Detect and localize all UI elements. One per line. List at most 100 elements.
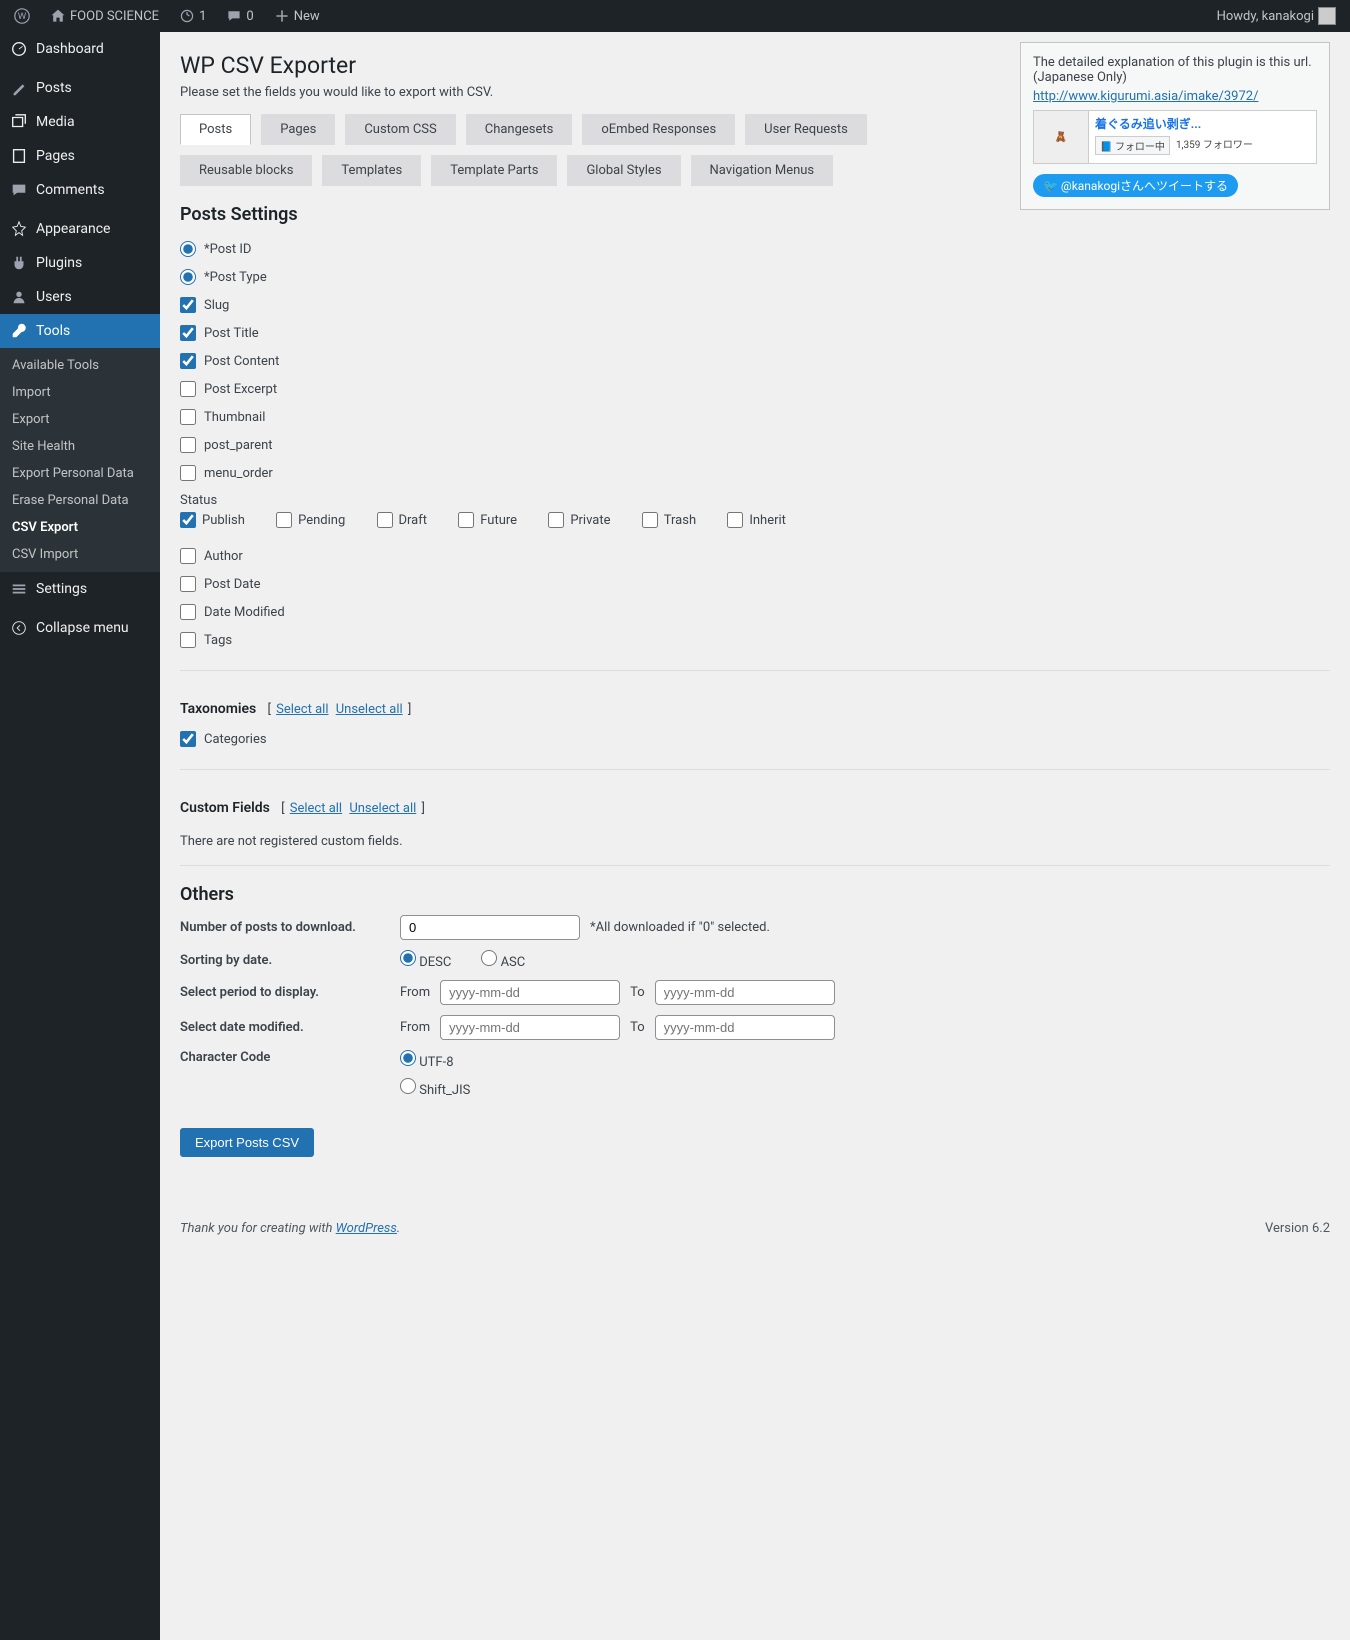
title-check[interactable] xyxy=(180,325,196,341)
tax-actions: [ Select all Unselect all ] xyxy=(267,702,411,717)
footer-wp-link[interactable]: WordPress xyxy=(336,1221,397,1236)
kigurumi-link[interactable]: 着ぐるみ追い剥ぎ... xyxy=(1095,117,1201,131)
updates-count: 1 xyxy=(199,9,206,24)
tweet-button[interactable]: 🐦 @kanakogiさんへツイートする xyxy=(1033,174,1238,197)
field-post-id[interactable]: *Post ID xyxy=(180,235,1330,263)
status-private[interactable]: Private xyxy=(548,512,610,528)
menu-plugins[interactable]: Plugins xyxy=(0,246,160,280)
modified-from-input[interactable] xyxy=(440,1015,620,1040)
field-post-type[interactable]: *Post Type xyxy=(180,263,1330,291)
tab-global-styles[interactable]: Global Styles xyxy=(567,155,680,186)
comments-link[interactable]: 0 xyxy=(220,8,259,24)
others-heading: Others xyxy=(180,884,1330,905)
tab-posts[interactable]: Posts xyxy=(180,114,251,145)
sort-desc[interactable]: DESC xyxy=(400,950,451,970)
menu-users[interactable]: Users xyxy=(0,280,160,314)
tab-changesets[interactable]: Changesets xyxy=(466,114,573,145)
status-publish[interactable]: Publish xyxy=(180,512,245,528)
cf-select-all[interactable]: Select all xyxy=(290,801,342,816)
menu-label: Tools xyxy=(36,323,70,339)
tax-categories[interactable]: Categories xyxy=(180,725,1330,753)
menu-media[interactable]: Media xyxy=(0,105,160,139)
menu-tools[interactable]: Tools xyxy=(0,314,160,348)
charcode-sjis[interactable]: Shift_JIS xyxy=(400,1078,470,1098)
field-content[interactable]: Post Content xyxy=(180,347,1330,375)
postid-radio[interactable] xyxy=(180,241,196,257)
menu-settings[interactable]: Settings xyxy=(0,572,160,606)
new-link[interactable]: New xyxy=(268,8,326,24)
tab-oembed[interactable]: oEmbed Responses xyxy=(582,114,735,145)
sub-export-personal[interactable]: Export Personal Data xyxy=(0,460,160,487)
menuorder-check[interactable] xyxy=(180,465,196,481)
slug-check[interactable] xyxy=(180,297,196,313)
tab-nav-menus[interactable]: Navigation Menus xyxy=(691,155,834,186)
updates-link[interactable]: 1 xyxy=(173,8,212,24)
parent-check[interactable] xyxy=(180,437,196,453)
status-label: Status xyxy=(180,493,1330,508)
num-input[interactable] xyxy=(400,915,580,940)
field-tags[interactable]: Tags xyxy=(180,626,1330,654)
charcode-utf8[interactable]: UTF-8 xyxy=(400,1050,454,1070)
tab-template-parts[interactable]: Template Parts xyxy=(431,155,557,186)
status-draft[interactable]: Draft xyxy=(377,512,428,528)
status-future[interactable]: Future xyxy=(458,512,517,528)
cf-unselect-all[interactable]: Unselect all xyxy=(349,801,416,816)
menu-label: Comments xyxy=(36,182,105,198)
site-link[interactable]: FOOD SCIENCE xyxy=(44,8,165,24)
tab-custom-css[interactable]: Custom CSS xyxy=(345,114,455,145)
field-date[interactable]: Post Date xyxy=(180,570,1330,598)
field-excerpt[interactable]: Post Excerpt xyxy=(180,375,1330,403)
sub-site-health[interactable]: Site Health xyxy=(0,433,160,460)
excerpt-check[interactable] xyxy=(180,381,196,397)
menu-appearance[interactable]: Appearance xyxy=(0,212,160,246)
menu-pages[interactable]: Pages xyxy=(0,139,160,173)
content-check[interactable] xyxy=(180,353,196,369)
menu-collapse[interactable]: Collapse menu xyxy=(0,611,160,645)
tab-pages[interactable]: Pages xyxy=(261,114,335,145)
status-row: Publish Pending Draft Future Private Tra… xyxy=(180,512,1330,532)
status-pending[interactable]: Pending xyxy=(276,512,345,528)
field-menu-order[interactable]: menu_order xyxy=(180,459,1330,487)
tax-select-all[interactable]: Select all xyxy=(276,702,328,717)
tab-reusable-blocks[interactable]: Reusable blocks xyxy=(180,155,312,186)
sub-csv-import[interactable]: CSV Import xyxy=(0,541,160,568)
status-inherit[interactable]: Inherit xyxy=(727,512,786,528)
howdy-text: Howdy, kanakogi xyxy=(1217,9,1314,24)
sub-erase-personal[interactable]: Erase Personal Data xyxy=(0,487,160,514)
fb-follow-btn[interactable]: 📘 フォロー中 xyxy=(1095,136,1170,155)
field-thumbnail[interactable]: Thumbnail xyxy=(180,403,1330,431)
field-author[interactable]: Author xyxy=(180,542,1330,570)
modified-to-input[interactable] xyxy=(655,1015,835,1040)
menu-label: Plugins xyxy=(36,255,82,271)
period-to-input[interactable] xyxy=(655,980,835,1005)
field-modified[interactable]: Date Modified xyxy=(180,598,1330,626)
sub-export[interactable]: Export xyxy=(0,406,160,433)
menu-posts[interactable]: Posts xyxy=(0,71,160,105)
tab-templates[interactable]: Templates xyxy=(322,155,421,186)
menu-comments[interactable]: Comments xyxy=(0,173,160,207)
field-title[interactable]: Post Title xyxy=(180,319,1330,347)
sub-available-tools[interactable]: Available Tools xyxy=(0,352,160,379)
wp-logo-icon[interactable]: W xyxy=(8,8,36,24)
sidebox-link[interactable]: http://www.kigurumi.asia/imake/3972/ xyxy=(1033,89,1258,104)
sort-asc[interactable]: ASC xyxy=(481,950,525,970)
field-parent[interactable]: post_parent xyxy=(180,431,1330,459)
comments-count: 0 xyxy=(246,9,253,24)
status-trash[interactable]: Trash xyxy=(642,512,696,528)
from-label-2: From xyxy=(400,1020,430,1035)
tab-user-requests[interactable]: User Requests xyxy=(745,114,867,145)
field-slug[interactable]: Slug xyxy=(180,291,1330,319)
sub-import[interactable]: Import xyxy=(0,379,160,406)
svg-text:W: W xyxy=(18,11,27,22)
menu-dashboard[interactable]: Dashboard xyxy=(0,32,160,66)
export-button[interactable]: Export Posts CSV xyxy=(180,1128,314,1157)
tax-unselect-all[interactable]: Unselect all xyxy=(336,702,403,717)
to-label-2: To xyxy=(630,1020,645,1035)
kigurumi-widget: 🧸 着ぐるみ追い剥ぎ... 📘 フォロー中 1,359 フォロワー xyxy=(1033,110,1317,164)
menu-label: Settings xyxy=(36,581,87,597)
sub-csv-export[interactable]: CSV Export xyxy=(0,514,160,541)
thumb-check[interactable] xyxy=(180,409,196,425)
posttype-radio[interactable] xyxy=(180,269,196,285)
period-from-input[interactable] xyxy=(440,980,620,1005)
howdy-link[interactable]: Howdy, kanakogi xyxy=(1211,7,1342,25)
